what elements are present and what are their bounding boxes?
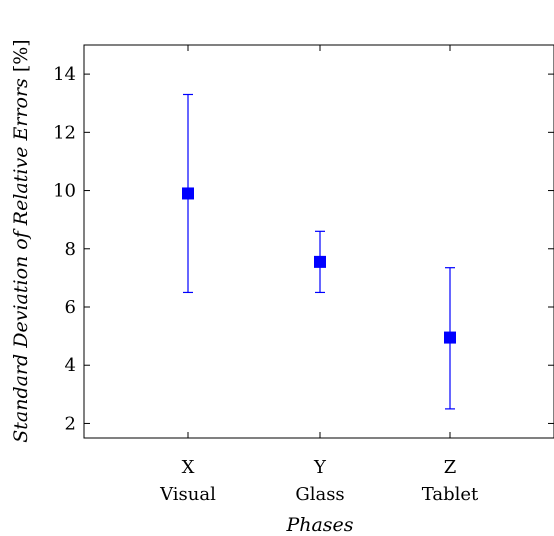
y-axis-unit: [%] <box>10 39 32 72</box>
x-tick-sublabel: Visual <box>159 484 216 505</box>
y-tick-label: 14 <box>53 64 76 85</box>
x-tick-label: Y <box>313 457 327 478</box>
y-tick-label: 6 <box>65 297 76 318</box>
data-point-marker <box>314 255 326 268</box>
y-tick-label: 8 <box>65 239 76 260</box>
data-point-marker <box>444 331 456 344</box>
x-tick-sublabel: Tablet <box>422 484 479 505</box>
x-axis-title: Phases <box>285 514 353 536</box>
x-tick-label: Z <box>444 457 457 478</box>
plot-frame <box>83 44 554 439</box>
y-tick-label: 4 <box>65 355 76 376</box>
y-tick-label: 10 <box>53 181 76 202</box>
y-axis-title: Standard Deviation of Relative Errors [%… <box>10 39 32 442</box>
x-axis-ticks: X Visual Y Glass Z Tablet <box>159 45 479 505</box>
y-tick-label: 2 <box>65 413 76 434</box>
data-point-marker <box>182 187 194 200</box>
y-axis-ticks: 2 4 6 8 10 12 14 <box>53 64 554 434</box>
x-tick-sublabel: Glass <box>295 484 344 505</box>
x-tick-label: X <box>182 457 195 478</box>
y-axis-title-text: Standard Deviation of Relative Errors <box>10 78 32 443</box>
data-marks <box>182 93 456 410</box>
y-tick-label: 12 <box>53 122 76 143</box>
